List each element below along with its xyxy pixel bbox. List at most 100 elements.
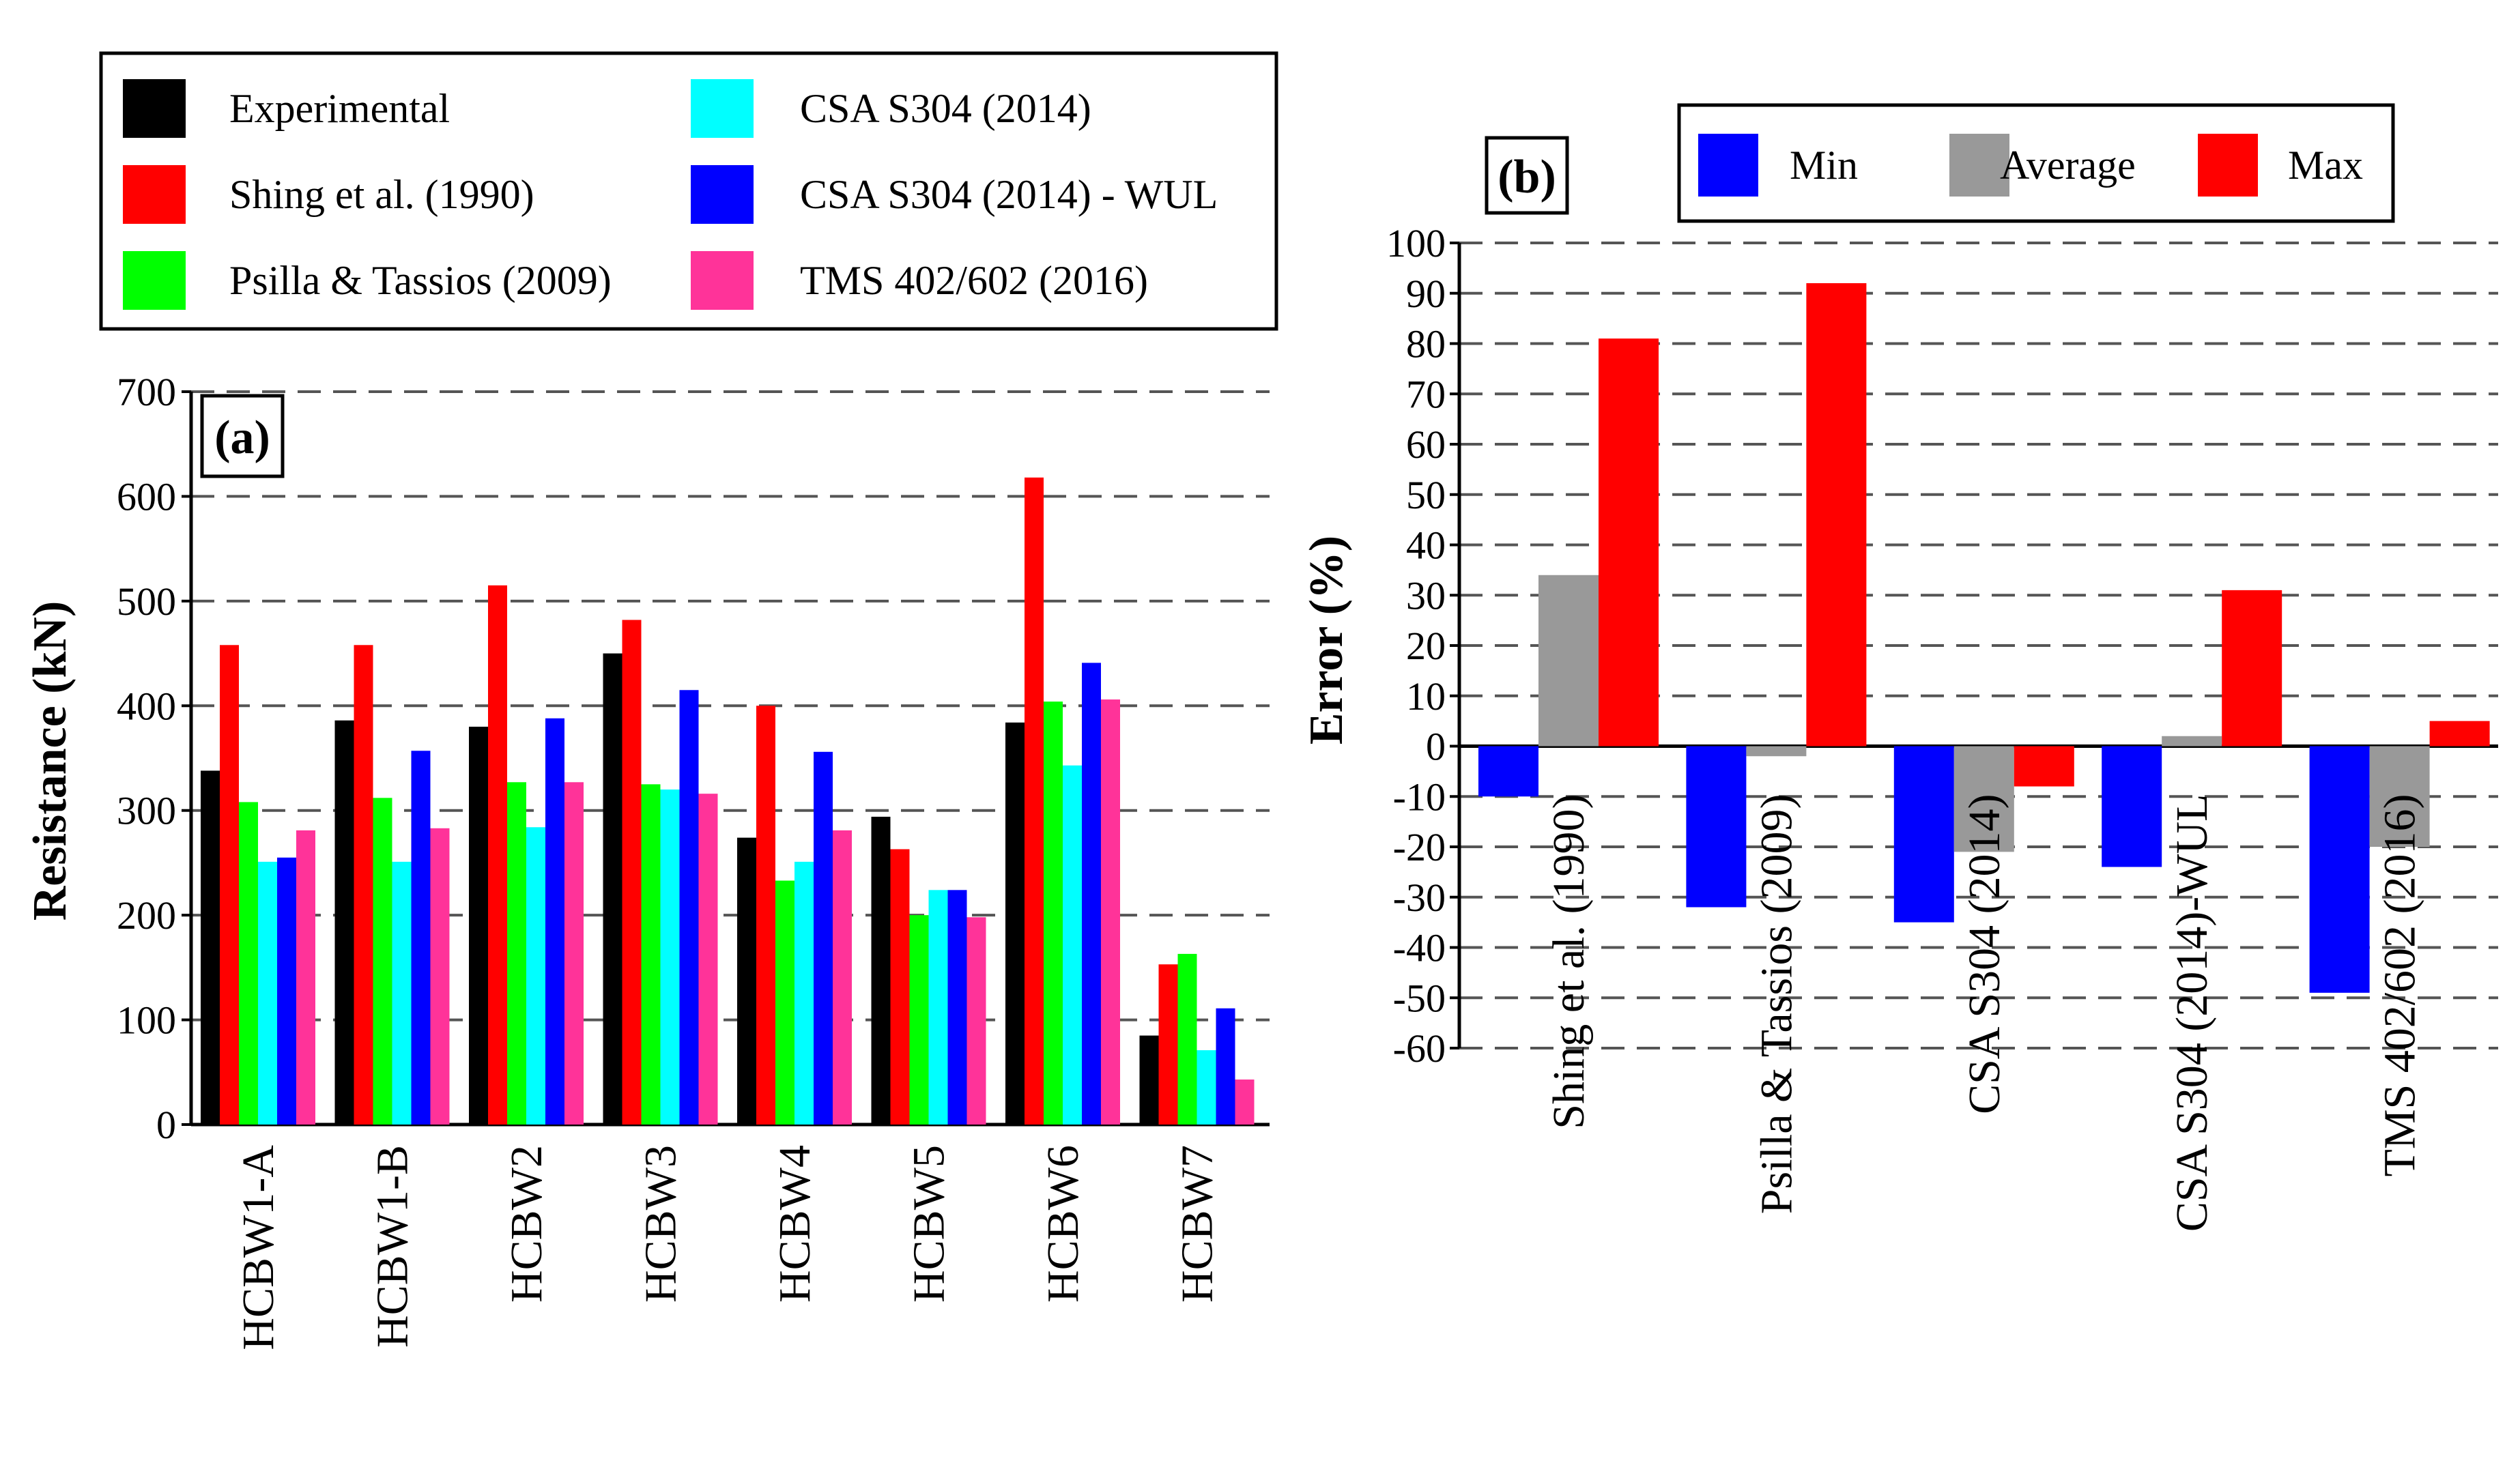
legend-label-min: Min: [1790, 143, 1858, 188]
panel-b-ylabel: Error (%): [1300, 536, 1353, 745]
category-label: HCBW5: [904, 1145, 954, 1303]
legend-a-box: [99, 51, 1278, 331]
legend-label-csa-s304-2014-wul: CSA S304 (2014) - WUL: [800, 172, 1218, 217]
category-label: HCBW1-A: [233, 1145, 283, 1350]
bar-csa-s304-2014-hcbw1-a: [258, 861, 277, 1125]
bar-min-tms-402-602-2016: [2309, 746, 2370, 993]
category-label: CSA S304 (2014)-WUL: [2167, 794, 2217, 1232]
category-label: HCBW1-B: [368, 1145, 418, 1348]
bar-tms-402-602-2016-hcbw4: [833, 830, 852, 1125]
legend-label-max: Max: [2288, 143, 2363, 188]
y-tick-label: 100: [117, 998, 176, 1043]
y-tick-label: 20: [1406, 624, 1446, 668]
y-tick-label: 50: [1406, 473, 1446, 517]
bar-shing-et-al-1990-hcbw1-a: [220, 645, 239, 1125]
panel-a: 0 100 200 300 400 500 600 700 HCBW1-A HCBW1-B HCBW…: [117, 370, 1270, 1350]
bar-psilla-tassios-2009-hcbw5: [909, 915, 929, 1125]
bar-csa-s304-2014-hcbw5: [928, 890, 948, 1125]
bar-shing-et-al-1990-hcbw3: [622, 620, 642, 1125]
y-tick-label: 0: [156, 1103, 176, 1147]
category-label: Shing et al. (1990): [1544, 794, 1594, 1129]
bar-average-psilla-tassios-2009: [1746, 746, 1807, 757]
legend-swatch-experimental: [123, 79, 186, 138]
y-tick-label: -40: [1393, 926, 1446, 970]
y-tick-label: 10: [1406, 674, 1446, 719]
bar-shing-et-al-1990-hcbw7: [1158, 964, 1178, 1125]
bar-psilla-tassios-2009-hcbw1-a: [239, 802, 258, 1125]
bar-max-psilla-tassios-2009: [1806, 283, 1867, 747]
bar-max-csa-s304-2014-wul: [2222, 590, 2282, 747]
y-tick-label: 80: [1406, 322, 1446, 366]
bar-average-tms-402-602-2016: [2369, 746, 2430, 847]
bar-csa-s304-2014-hcbw6: [1063, 765, 1082, 1125]
bar-experimental-hcbw1-a: [201, 770, 220, 1125]
bar-psilla-tassios-2009-hcbw1-b: [373, 798, 392, 1125]
bar-tms-402-602-2016-hcbw6: [1101, 699, 1120, 1125]
bar-csa-s304-2014-wul-hcbw3: [679, 690, 699, 1125]
bar-shing-et-al-1990-hcbw5: [890, 849, 910, 1125]
category-label: HCBW4: [770, 1145, 820, 1303]
bar-psilla-tassios-2009-hcbw2: [507, 782, 526, 1125]
bar-experimental-hcbw4: [737, 837, 756, 1125]
legend-swatch-csa-s304-2014-wul: [691, 165, 754, 224]
bar-average-csa-s304-2014-wul: [2162, 736, 2222, 747]
legend-label-csa-s304-2014: CSA S304 (2014): [800, 86, 1091, 131]
y-tick-label: 90: [1406, 272, 1446, 316]
y-tick-label: 0: [1426, 725, 1446, 769]
bar-csa-s304-2014-hcbw4: [794, 861, 814, 1125]
legend-b: Min Average Max: [1698, 134, 2363, 197]
y-tick-label: -50: [1393, 976, 1446, 1020]
y-tick-label: 200: [117, 893, 176, 938]
y-tick-label: 100: [1386, 221, 1446, 265]
bar-tms-402-602-2016-hcbw2: [564, 782, 584, 1125]
y-tick-label: 300: [117, 789, 176, 833]
bar-csa-s304-2014-hcbw1-b: [392, 861, 412, 1125]
y-tick-label: 700: [117, 370, 176, 414]
bar-min-csa-s304-2014: [1893, 746, 1954, 923]
legend-label-average: Average: [2000, 143, 2136, 188]
bar-shing-et-al-1990-hcbw6: [1025, 477, 1044, 1125]
bar-csa-s304-2014-wul-hcbw4: [814, 751, 833, 1125]
legend-a: Experimental Shing et al. (1990) Psilla & …: [123, 79, 1218, 310]
bar-average-csa-s304-2014: [1953, 746, 2014, 852]
bar-average-shing-et-al-1990: [1538, 575, 1599, 747]
legend-swatch-average: [1949, 134, 2009, 197]
y-tick-label: -20: [1393, 825, 1446, 869]
legend-b-box: [1677, 103, 2395, 223]
category-label: CSA S304 (2014): [1960, 794, 2009, 1114]
bar-max-shing-et-al-1990: [1599, 338, 1659, 747]
bar-csa-s304-2014-wul-hcbw1-b: [411, 751, 431, 1125]
y-tick-label: 40: [1406, 523, 1446, 568]
legend-swatch-shing-et-al-1990: [123, 165, 186, 224]
bar-csa-s304-2014-hcbw7: [1197, 1050, 1216, 1125]
legend-swatch-tms-402-602-2016: [691, 251, 754, 310]
panel-b: -60 -50 -40 -30 -20 -10 0 10 20 30 40 50 60 70 80 90 100…: [1386, 221, 2498, 1232]
y-tick-label: -10: [1393, 774, 1446, 819]
y-tick-label: -60: [1393, 1026, 1446, 1071]
bar-csa-s304-2014-wul-hcbw6: [1082, 663, 1101, 1125]
panel-a-tag: (a): [214, 411, 270, 464]
bar-csa-s304-2014-hcbw3: [660, 790, 680, 1125]
bar-psilla-tassios-2009-hcbw3: [641, 784, 661, 1125]
bar-experimental-hcbw6: [1005, 722, 1025, 1125]
bar-shing-et-al-1990-hcbw1-b: [354, 645, 373, 1125]
bar-experimental-hcbw1-b: [334, 720, 354, 1125]
bar-csa-s304-2014-wul-hcbw7: [1216, 1008, 1235, 1125]
bar-min-shing-et-al-1990: [1478, 746, 1538, 797]
y-tick-label: -30: [1393, 875, 1446, 920]
bar-experimental-hcbw5: [871, 816, 891, 1125]
bar-shing-et-al-1990-hcbw2: [488, 585, 507, 1125]
category-label: HCBW7: [1173, 1145, 1222, 1303]
y-tick-label: 400: [117, 684, 176, 728]
legend-label-experimental: Experimental: [229, 86, 450, 131]
bar-csa-s304-2014-wul-hcbw2: [545, 718, 564, 1125]
legend-swatch-psilla-tassios-2009: [123, 251, 186, 310]
bar-tms-402-602-2016-hcbw1-b: [430, 828, 450, 1125]
bar-csa-s304-2014-hcbw2: [526, 827, 545, 1125]
y-tick-label: 60: [1406, 422, 1446, 467]
panel-a-tag-box: [200, 394, 285, 478]
panel-b-tag-box: [1485, 136, 1569, 215]
legend-swatch-min: [1698, 134, 1758, 197]
bar-tms-402-602-2016-hcbw1-a: [296, 830, 315, 1125]
